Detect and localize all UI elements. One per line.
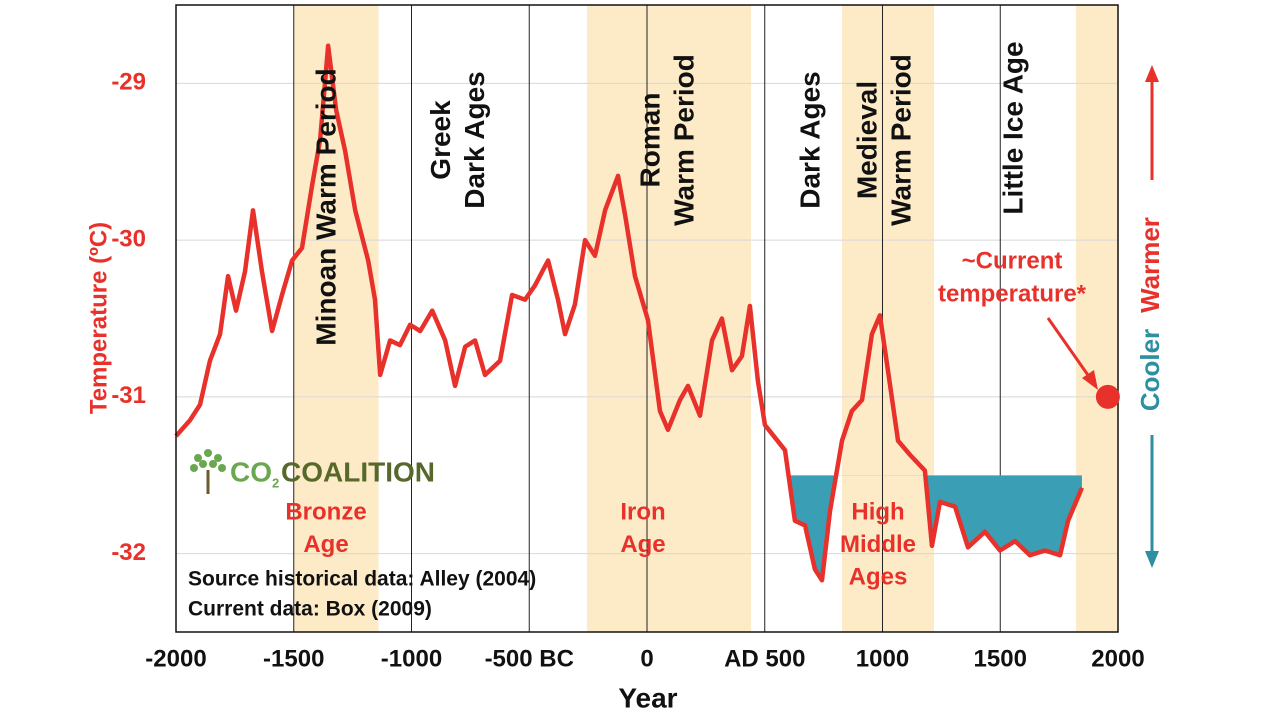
period-label: Greek	[425, 100, 456, 180]
period-label: Dark Ages	[459, 71, 490, 208]
plot-border	[175, 4, 1119, 633]
logo: CO 2 COALITION	[190, 449, 435, 494]
temperature-line	[174, 43, 1085, 583]
era-label: Bronze	[285, 498, 366, 525]
leaf	[204, 449, 212, 457]
y-tick-label: -32	[111, 539, 146, 566]
arrow-head	[1145, 551, 1159, 568]
era-label: Iron	[620, 498, 665, 525]
current-point	[1095, 384, 1120, 409]
period-label: Minoan Warm Period	[311, 68, 342, 345]
leaf	[199, 460, 207, 468]
y-axis-title: Temperature (ºC)	[85, 222, 112, 414]
x-tick-label: -500 BC	[485, 645, 574, 672]
logo-name: COALITION	[281, 456, 435, 487]
y-tick-label: -29	[111, 69, 146, 96]
logo-sub: 2	[272, 475, 279, 490]
era-label: High	[851, 498, 904, 525]
y-tick-label: -31	[111, 382, 146, 409]
x-tick-label: AD 500	[724, 645, 805, 672]
current-label: ~Current	[962, 247, 1063, 274]
warm-band	[841, 5, 935, 632]
y-tick-label: -30	[111, 225, 146, 252]
period-label: Roman	[634, 93, 665, 188]
x-tick-label: -2000	[145, 645, 206, 672]
era-label: Age	[303, 531, 348, 558]
leaf	[214, 454, 222, 462]
era-label: Middle	[840, 531, 916, 558]
x-tick-label: 1500	[974, 645, 1027, 672]
period-label: Medieval	[851, 81, 882, 199]
era-label: Ages	[849, 563, 908, 590]
period-label: Little Ice Age	[997, 41, 1028, 214]
warmer-label: Warmer	[1135, 217, 1165, 313]
x-tick-label: 1000	[856, 645, 909, 672]
cooler-label: Cooler	[1135, 329, 1165, 411]
arrow-head	[1145, 65, 1159, 82]
period-label: Dark Ages	[794, 71, 825, 208]
source-note: Current data: Box (2009)	[188, 598, 432, 621]
era-label: Age	[620, 531, 665, 558]
arrow-head	[1082, 370, 1098, 390]
x-tick-label: -1000	[381, 645, 442, 672]
x-tick-label: -1500	[263, 645, 324, 672]
x-tick-label: 0	[640, 645, 653, 672]
logo-co: CO	[230, 456, 272, 487]
leaf	[209, 460, 217, 468]
x-tick-label: 2000	[1091, 645, 1144, 672]
leaf	[190, 464, 198, 472]
current-label: temperature*	[938, 280, 1087, 307]
period-label: Warm Period	[668, 54, 699, 226]
leaf	[194, 454, 202, 462]
warm-band	[1076, 5, 1118, 632]
period-label: Warm Period	[885, 54, 916, 226]
x-axis-title: Year	[618, 682, 677, 713]
source-note: Source historical data: Alley (2004)	[188, 568, 536, 591]
current-arrow	[1046, 317, 1092, 379]
leaf	[218, 464, 226, 472]
